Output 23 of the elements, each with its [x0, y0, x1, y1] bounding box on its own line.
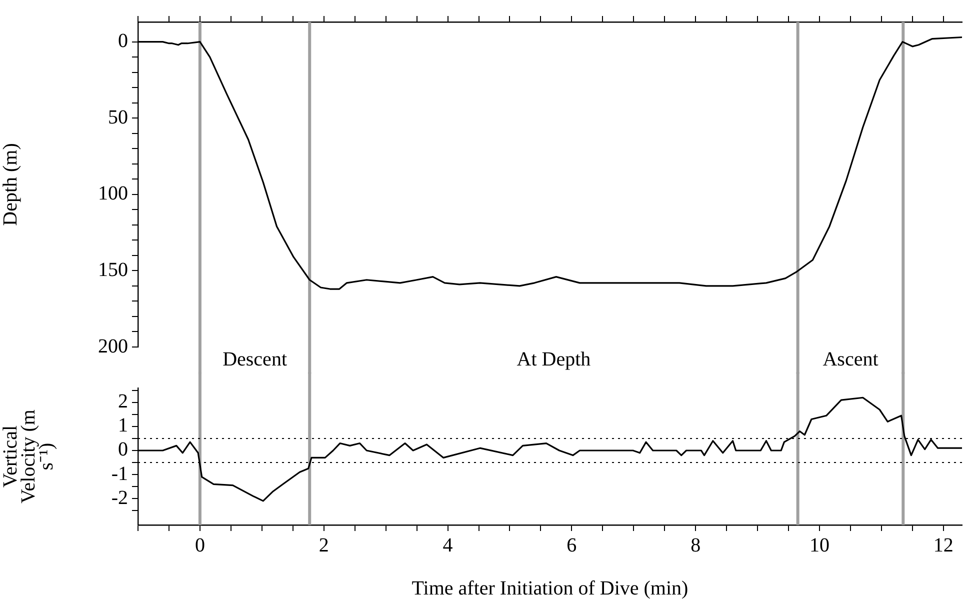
x-tick-label: 10	[810, 534, 830, 556]
y-tick-label: 100	[98, 182, 128, 205]
x-axis-title: Time after Initiation of Dive (min)	[412, 577, 688, 600]
y-tick-label: 2	[118, 390, 128, 413]
text: At Depth	[516, 348, 591, 370]
x-tick-label: 6	[566, 534, 577, 556]
y-tick-label: 0	[118, 30, 128, 52]
y-axis-title: Vertical Velocity (m s⁻¹)	[0, 409, 58, 504]
y-tick-label: 200	[98, 335, 128, 358]
x-tick-label: 4	[442, 534, 453, 556]
x-tick-label: 8	[690, 534, 701, 556]
text: Descent	[222, 348, 288, 370]
y-axis-title: Depth (m)	[0, 143, 22, 226]
x-tick-label: 0	[194, 534, 205, 556]
y-tick-label: 1	[118, 414, 128, 437]
y-tick-label: -2	[111, 486, 128, 509]
y-tick-label: 50	[108, 106, 128, 128]
y-tick-label: 150	[98, 258, 128, 281]
x-tick-label: 2	[318, 534, 329, 556]
y-tick-label: -1	[111, 462, 128, 485]
text: Ascent	[822, 348, 879, 370]
x-tick-label: 12	[933, 534, 954, 556]
y-tick-label: 0	[118, 438, 128, 461]
